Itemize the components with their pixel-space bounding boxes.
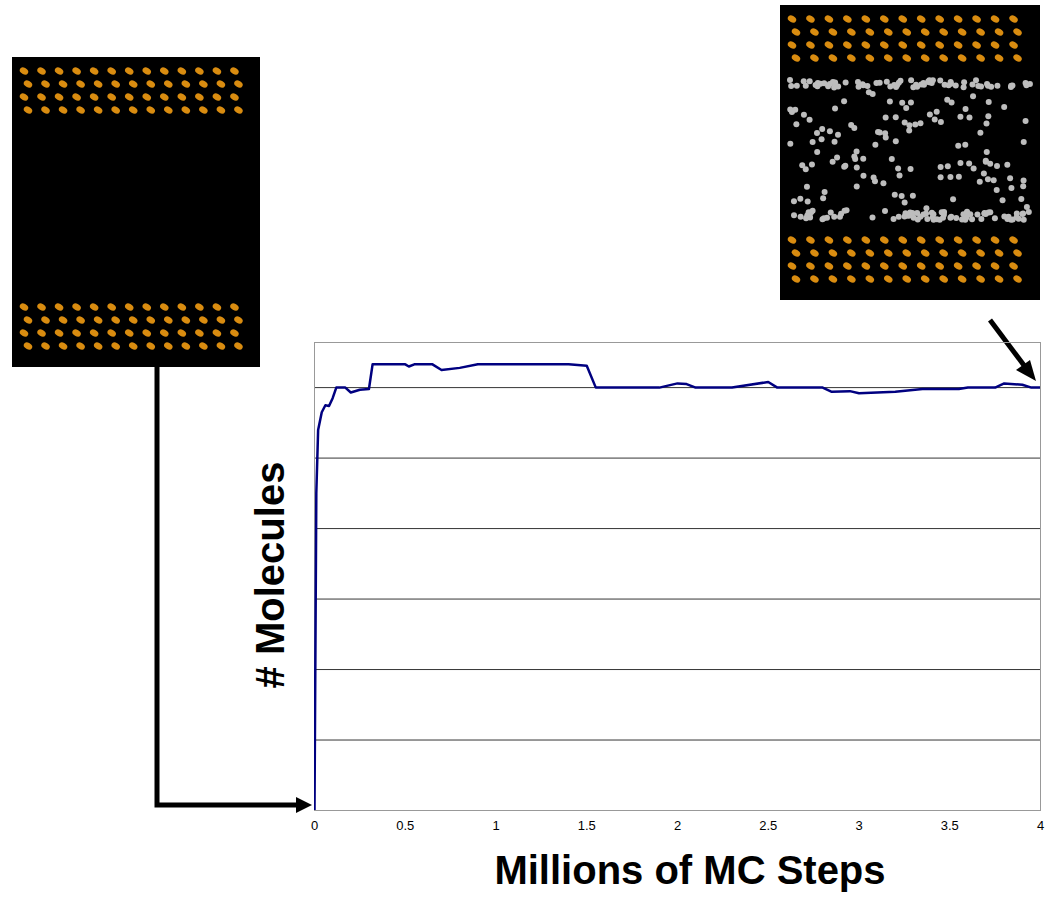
html-text:# Molecules: # Molecules [247, 461, 292, 689]
svg-text:3: 3 [855, 818, 862, 833]
svg-text:0: 0 [311, 818, 318, 833]
svg-text:1.5: 1.5 [578, 818, 596, 833]
svg-text:2: 2 [674, 818, 681, 833]
svg-text:3.5: 3.5 [941, 818, 959, 833]
svg-text:2.5: 2.5 [759, 818, 777, 833]
svg-text:1: 1 [492, 818, 499, 833]
html-text:Millions of MC Steps: Millions of MC Steps [494, 848, 886, 892]
svg-text:4: 4 [1037, 818, 1044, 833]
svg-text:0.5: 0.5 [396, 818, 414, 833]
